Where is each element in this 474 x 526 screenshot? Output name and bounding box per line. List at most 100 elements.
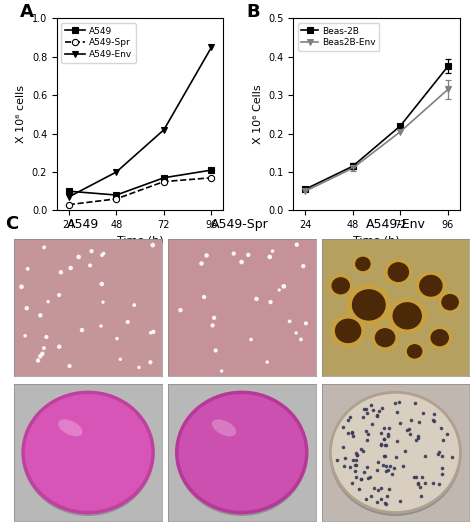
- Point: [383, 467, 390, 475]
- Point: [373, 466, 381, 474]
- Point: [352, 461, 360, 469]
- Point: [412, 472, 419, 481]
- Point: [286, 317, 293, 326]
- Point: [382, 462, 390, 471]
- Point: [339, 442, 346, 451]
- Point: [378, 404, 386, 412]
- Point: [381, 441, 389, 449]
- Point: [149, 241, 156, 249]
- Point: [117, 355, 124, 363]
- X-axis label: Time (h): Time (h): [353, 236, 400, 246]
- Point: [408, 416, 415, 424]
- Point: [351, 461, 359, 469]
- Circle shape: [420, 276, 442, 296]
- Beas-2B: [302, 186, 308, 193]
- A549-Spr: [66, 201, 72, 208]
- Point: [66, 362, 73, 370]
- Point: [410, 472, 418, 481]
- Point: [375, 407, 383, 415]
- Point: [177, 306, 184, 315]
- Beas2B-Env: [398, 128, 403, 135]
- Point: [415, 418, 422, 426]
- Point: [438, 470, 446, 478]
- Point: [201, 293, 208, 301]
- Point: [203, 251, 210, 260]
- Line: A549-Spr: A549-Spr: [65, 175, 215, 208]
- Point: [382, 452, 389, 460]
- Point: [448, 453, 456, 461]
- Point: [429, 416, 437, 424]
- Circle shape: [372, 326, 398, 350]
- Circle shape: [329, 275, 352, 297]
- Point: [374, 486, 382, 494]
- Line: A549: A549: [65, 167, 215, 198]
- Point: [392, 399, 399, 407]
- Point: [247, 336, 255, 344]
- Point: [45, 297, 52, 306]
- Point: [399, 462, 407, 470]
- Point: [218, 367, 226, 375]
- Point: [150, 328, 157, 336]
- Circle shape: [23, 395, 153, 515]
- A549: [66, 188, 72, 195]
- Point: [430, 417, 438, 425]
- Point: [369, 406, 376, 414]
- Point: [245, 251, 252, 259]
- Point: [438, 451, 446, 460]
- Text: A: A: [20, 3, 34, 21]
- Point: [414, 432, 422, 440]
- Point: [146, 358, 154, 367]
- Point: [198, 259, 205, 268]
- Point: [419, 409, 427, 417]
- Circle shape: [405, 342, 424, 360]
- Point: [209, 321, 216, 330]
- Beas2B-Env: [350, 165, 356, 171]
- Point: [380, 424, 387, 432]
- Point: [391, 463, 398, 472]
- Point: [385, 466, 392, 474]
- Point: [373, 497, 381, 505]
- Point: [364, 473, 371, 482]
- Point: [396, 419, 404, 428]
- Point: [361, 404, 368, 413]
- Y-axis label: X 10⁶ cells: X 10⁶ cells: [16, 85, 26, 144]
- Point: [264, 358, 271, 366]
- Point: [438, 464, 446, 472]
- Point: [275, 286, 283, 294]
- Point: [348, 428, 356, 437]
- Point: [367, 492, 375, 500]
- Point: [353, 451, 361, 459]
- Point: [377, 483, 384, 492]
- A549-Spr: [113, 196, 119, 202]
- Point: [357, 445, 365, 453]
- Point: [383, 492, 391, 501]
- Point: [421, 452, 429, 460]
- Circle shape: [353, 255, 373, 273]
- Circle shape: [332, 278, 349, 294]
- Text: C: C: [5, 215, 18, 232]
- Circle shape: [23, 392, 153, 512]
- Circle shape: [347, 285, 391, 325]
- Point: [383, 500, 390, 509]
- Point: [362, 404, 370, 413]
- Point: [418, 472, 426, 481]
- Point: [389, 470, 396, 478]
- Point: [98, 251, 106, 259]
- Point: [302, 319, 310, 328]
- Point: [34, 356, 42, 365]
- Point: [381, 435, 388, 443]
- Point: [98, 280, 106, 288]
- Point: [359, 447, 366, 456]
- Point: [355, 485, 362, 493]
- Point: [380, 434, 387, 443]
- Circle shape: [336, 319, 361, 342]
- Point: [147, 329, 155, 337]
- Circle shape: [177, 395, 307, 515]
- Point: [293, 240, 301, 249]
- Point: [385, 484, 392, 493]
- Point: [55, 291, 63, 299]
- Point: [430, 410, 438, 418]
- Point: [24, 265, 31, 273]
- Point: [348, 428, 356, 437]
- Point: [346, 413, 354, 422]
